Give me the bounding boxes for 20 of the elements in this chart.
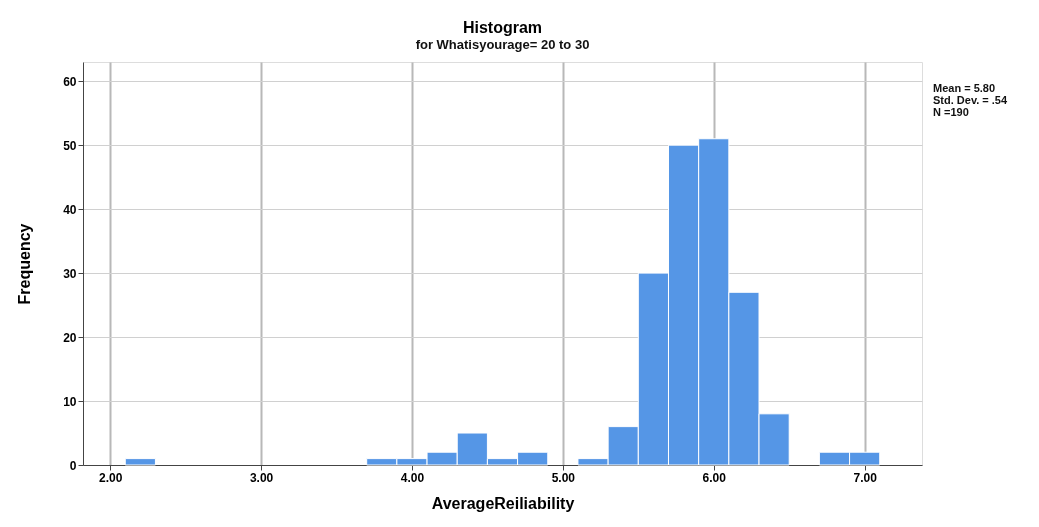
y-axis-title: Frequency xyxy=(16,223,34,305)
text: Mean = 5.80 xyxy=(933,82,996,94)
y-tick-label: 0 xyxy=(69,458,77,473)
y-tick-label: 50 xyxy=(63,138,77,153)
chart-subtitle: for Whatisyourage= 20 to 30 xyxy=(415,37,590,52)
x-tick-label: 5.00 xyxy=(551,470,576,485)
chart-title: Histogram xyxy=(462,19,543,36)
x-tick-label: 3.00 xyxy=(249,470,274,485)
y-tick-label: 60 xyxy=(63,74,77,89)
x-tick-label: 7.00 xyxy=(853,470,878,485)
y-tick-label: 10 xyxy=(63,394,77,409)
x-tick-label: 4.00 xyxy=(400,470,425,485)
y-tick-label: 30 xyxy=(63,266,77,281)
x-tick-label: 6.00 xyxy=(702,470,727,485)
y-tick-label: 20 xyxy=(63,330,77,345)
x-tick-label: 2.00 xyxy=(98,470,123,485)
text: Std. Dev. = .54 xyxy=(933,94,1008,106)
x-axis-title: AverageReiliability xyxy=(431,494,575,512)
text: N =190 xyxy=(933,106,969,118)
y-tick-label: 40 xyxy=(63,202,77,217)
